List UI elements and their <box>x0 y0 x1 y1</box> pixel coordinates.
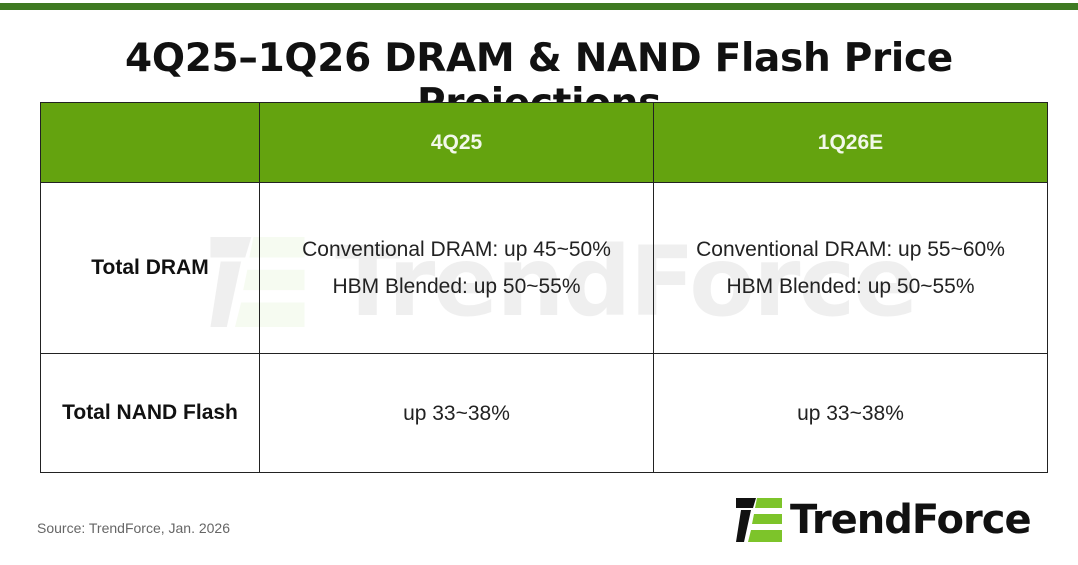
conventional-dram-1q26e: Conventional DRAM: up 55~60% <box>696 238 1005 261</box>
table-header-row: 4Q25 1Q26E <box>40 102 1048 183</box>
table-row-total-nand: Total NAND Flash up 33~38% up 33~38% <box>40 353 1048 473</box>
hbm-blended-4q25: HBM Blended: up 50~55% <box>332 275 581 298</box>
nand-4q25-value: up 33~38% <box>403 401 510 425</box>
source-note: Source: TrendForce, Jan. 2026 <box>37 520 230 536</box>
hbm-blended-1q26e: HBM Blended: up 50~55% <box>726 275 975 298</box>
top-accent-bar <box>0 3 1078 10</box>
row-label-total-dram: Total DRAM <box>40 182 260 354</box>
cell-dram-1q26e: Conventional DRAM: up 55~60% HBM Blended… <box>653 182 1048 354</box>
nand-1q26e-value: up 33~38% <box>797 401 904 425</box>
row-label-total-nand: Total NAND Flash <box>40 353 260 473</box>
column-header-1q26e: 1Q26E <box>653 102 1048 183</box>
cell-dram-4q25: Conventional DRAM: up 45~50% HBM Blended… <box>259 182 654 354</box>
logo-text: TrendForce <box>790 497 1032 543</box>
trendforce-logo: TrendForce <box>736 497 1032 543</box>
column-header-4q25: 4Q25 <box>259 102 654 183</box>
trendforce-logo-icon <box>736 498 782 542</box>
cell-nand-1q26e: up 33~38% <box>653 353 1048 473</box>
cell-nand-4q25: up 33~38% <box>259 353 654 473</box>
table-row-total-dram: Total DRAM Conventional DRAM: up 45~50% … <box>40 182 1048 354</box>
price-projection-table: 4Q25 1Q26E Total DRAM Conventional DRAM:… <box>40 102 1048 473</box>
conventional-dram-4q25: Conventional DRAM: up 45~50% <box>302 238 611 261</box>
column-header-empty <box>40 102 260 183</box>
